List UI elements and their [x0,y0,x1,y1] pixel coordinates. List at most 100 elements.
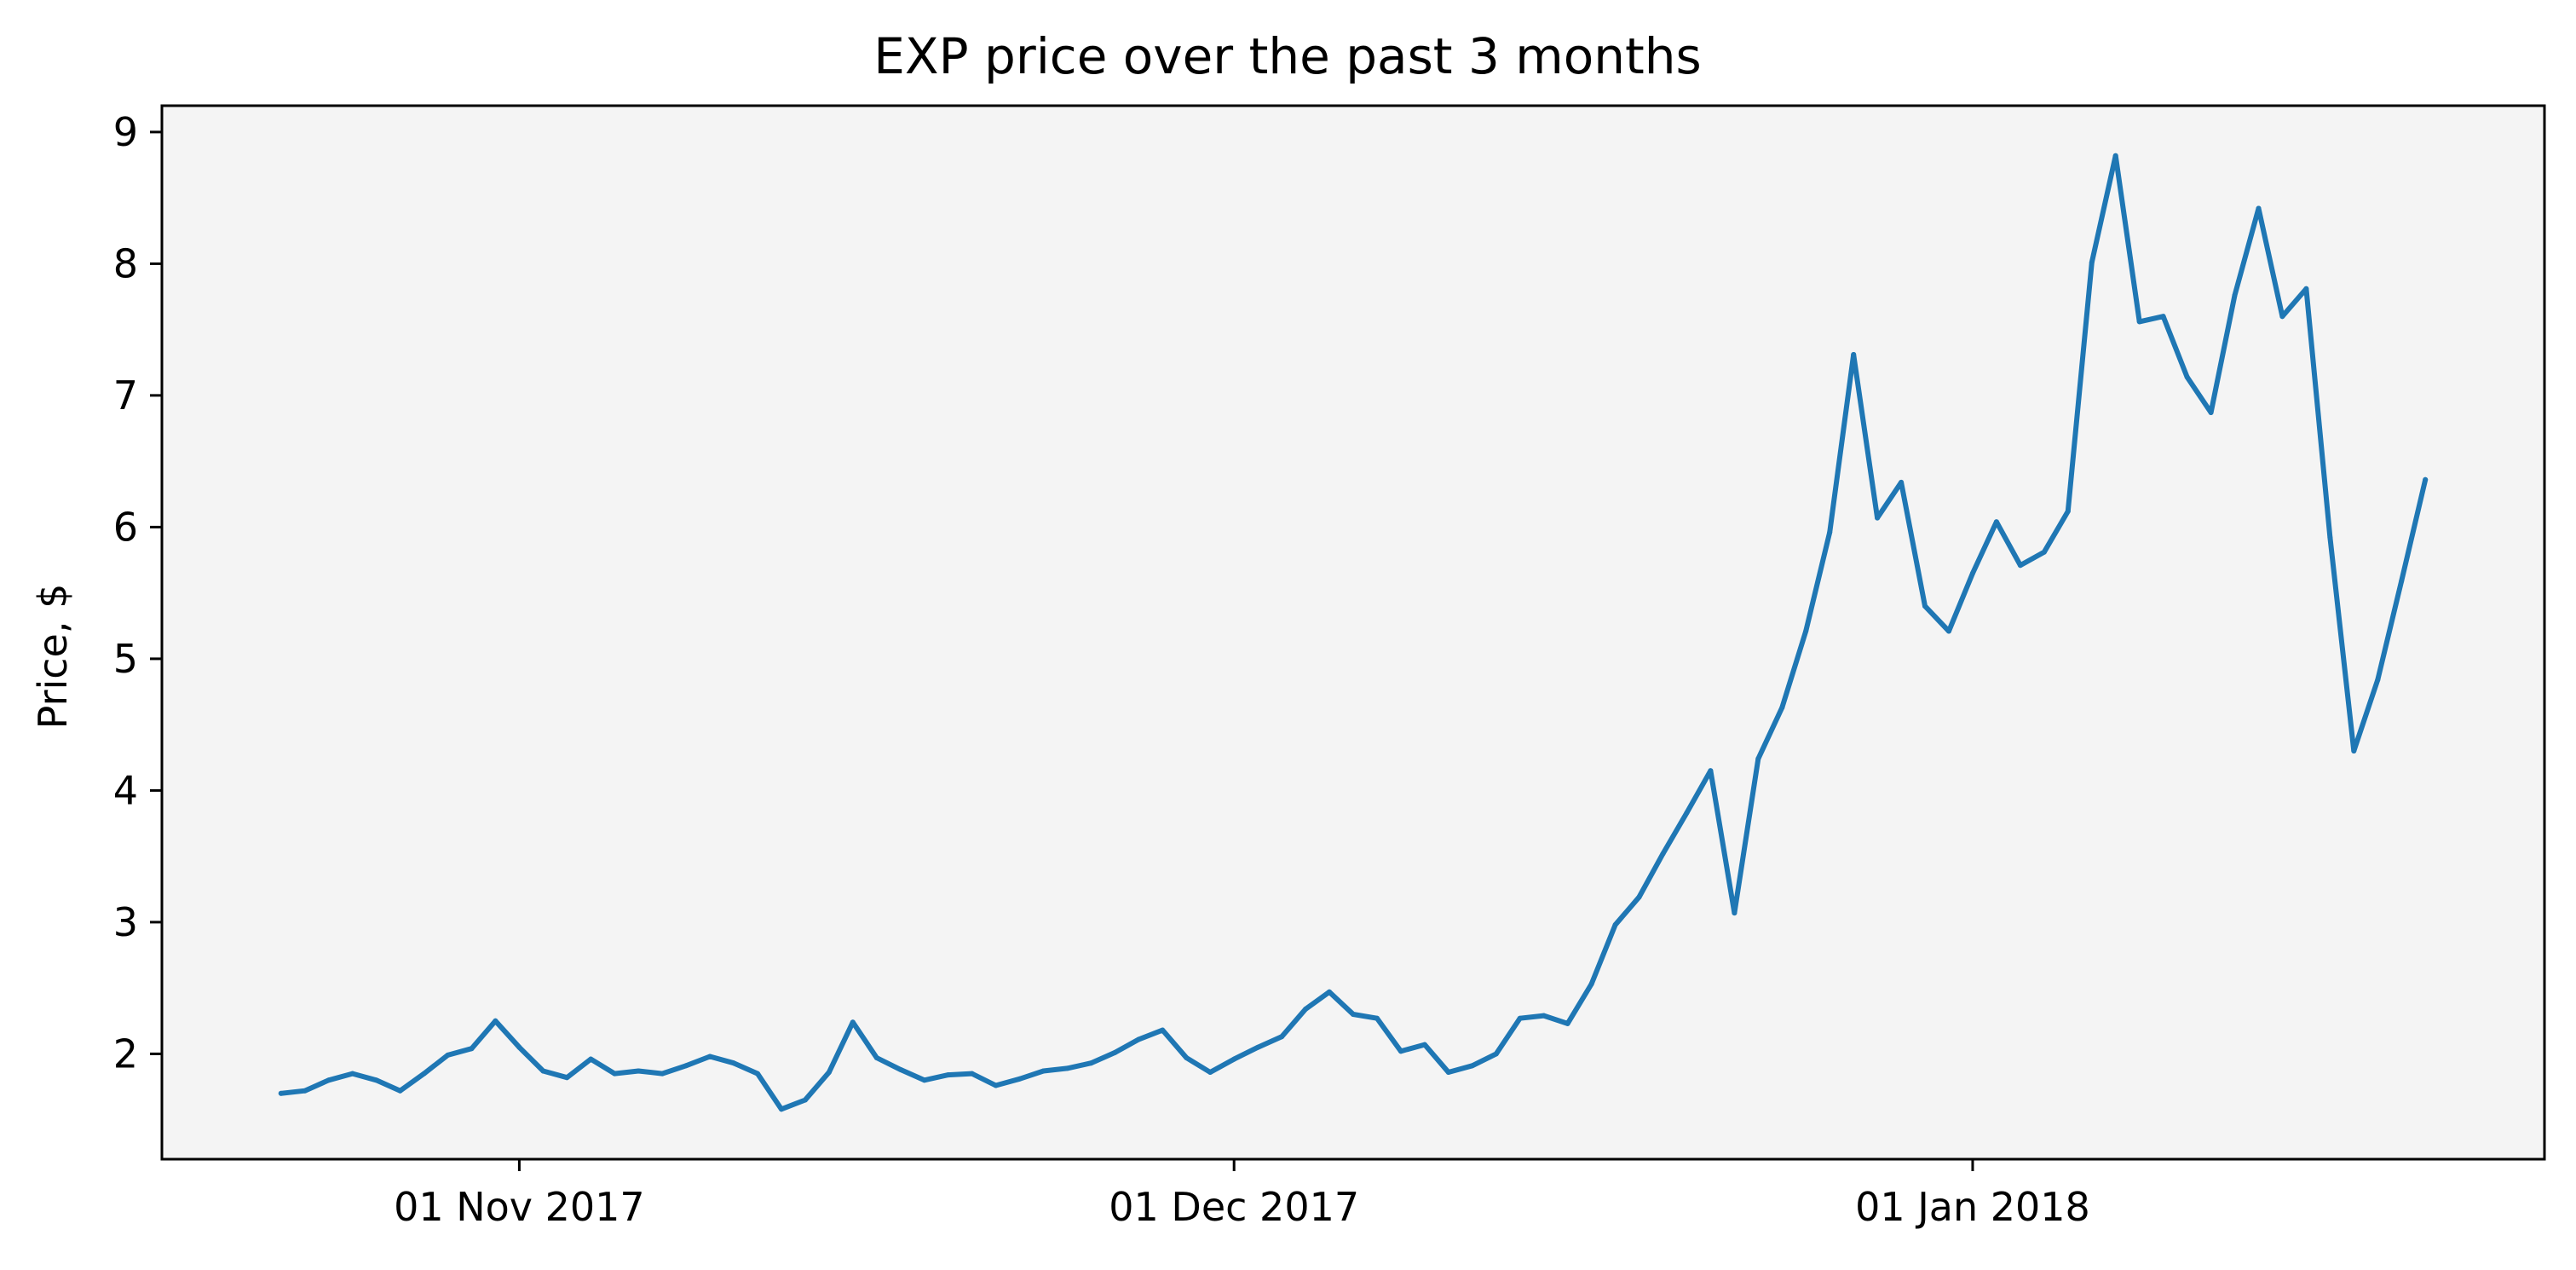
data-point [1279,1034,1285,1040]
data-point [826,1070,832,1075]
data-point [1827,529,1833,535]
data-point [2279,314,2285,320]
data-point [873,1055,879,1060]
data-point [1136,1036,1142,1042]
data-point [2232,292,2238,298]
data-point [1303,1006,1309,1012]
data-point [2256,205,2262,211]
x-tick-label: 01 Nov 2017 [394,1184,645,1230]
data-point [2089,259,2095,265]
data-point [1588,981,1594,987]
data-point [850,1019,856,1025]
data-point [445,1052,451,1058]
data-point [2017,563,2023,569]
data-point [2041,549,2047,555]
data-point [1541,1013,1547,1019]
data-point [1993,519,1999,525]
data-point [1565,1020,1570,1026]
data-point [493,1018,498,1024]
data-point [1899,479,1905,485]
data-point [1684,810,1690,816]
data-point [1636,894,1642,900]
data-point [2351,748,2357,753]
data-point [1875,515,1881,521]
data-point [1851,352,1857,357]
y-tick-label: 5 [113,636,138,682]
data-point [1660,851,1666,857]
data-point [731,1060,736,1066]
data-point [2065,508,2071,514]
data-point [302,1088,308,1094]
data-point [1160,1027,1166,1033]
data-point [683,1063,689,1069]
x-tick-label: 01 Jan 2018 [1855,1184,2090,1230]
x-axis: 01 Nov 2017 01 Dec 2017 01 Jan 2018 [394,1159,2090,1230]
data-point [2303,286,2309,292]
plot-frame [160,104,2546,1161]
data-point [1970,570,1975,576]
data-point [2423,476,2429,482]
data-point [1064,1065,1070,1071]
data-point [1946,628,1951,634]
data-point [612,1071,618,1077]
y-axis-label: Price, $ [30,584,76,730]
data-point [921,1077,927,1083]
data-point [945,1072,951,1078]
data-point [349,1071,355,1077]
data-point [1445,1070,1451,1075]
data-point [326,1077,331,1083]
data-point [1231,1056,1237,1062]
data-point [1517,1015,1523,1021]
y-tick-label: 6 [113,504,138,550]
data-point [1351,1012,1356,1017]
y-axis: 2 3 4 5 6 7 8 9 [113,109,162,1077]
data-point [1803,628,1809,634]
data-point [897,1066,903,1072]
data-point [1493,1051,1499,1057]
data-point [2160,314,2166,320]
data-point [2208,410,2214,415]
data-point [2136,319,2142,325]
plot-area [162,106,2544,1159]
data-point [969,1071,975,1077]
data-point [660,1071,666,1077]
data-point [1184,1055,1190,1060]
data-point [1112,1049,1118,1055]
data-point [2327,534,2333,540]
y-tick-label: 8 [113,240,138,286]
data-point [1397,1048,1403,1054]
data-point [397,1088,403,1094]
chart-title: EXP price over the past 3 months [873,27,1702,85]
data-point [1421,1042,1427,1048]
y-tick-label: 7 [113,372,138,419]
data-point [1469,1063,1475,1069]
data-point [2375,677,2381,683]
data-point [1088,1060,1094,1066]
y-tick-label: 2 [113,1030,138,1077]
data-point [1327,989,1332,995]
data-point [421,1071,427,1077]
data-point [278,1090,284,1096]
data-point [779,1106,784,1112]
data-point [636,1068,642,1074]
data-point [1732,910,1738,916]
data-point [2399,578,2405,584]
data-point [564,1075,570,1081]
y-tick-label: 3 [113,899,138,945]
data-point [1755,756,1761,762]
data-point [1374,1015,1380,1021]
data-point [1922,603,1928,609]
data-point [1017,1076,1023,1082]
data-point [588,1056,594,1062]
data-point [755,1071,760,1077]
data-point [2184,374,2190,380]
y-tick-label: 9 [113,109,138,155]
data-point [373,1077,379,1083]
data-point [1779,705,1785,711]
data-point [469,1046,475,1052]
data-points [278,153,2429,1112]
data-point [1612,922,1618,927]
data-point [2112,153,2118,159]
data-point [707,1054,713,1059]
